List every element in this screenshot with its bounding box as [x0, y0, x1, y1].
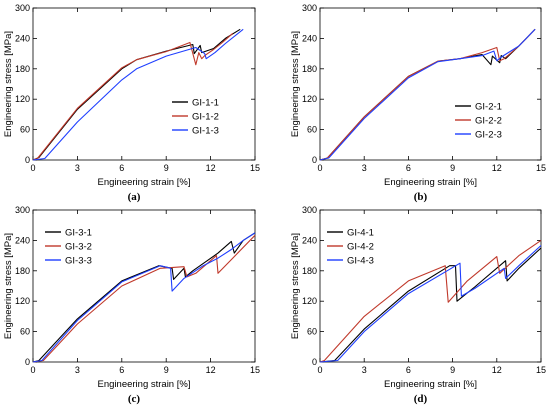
x-tick-label: 0 [30, 163, 35, 173]
legend-label: GI-3-1 [65, 228, 92, 239]
legend-label: GI-2-1 [475, 102, 502, 113]
x-axis-label: Engineering strain [%] [98, 379, 191, 390]
series-line-GI-1-3 [32, 28, 244, 161]
y-tick-label: 180 [15, 266, 30, 276]
x-tick-label: 12 [206, 365, 216, 375]
y-tick-label: 180 [302, 266, 317, 276]
y-tick-label: 60 [20, 125, 30, 135]
series-line-GI-2-3 [319, 28, 536, 161]
series-line-GI-1-1 [32, 28, 241, 161]
legend-label: GI-4-2 [347, 242, 374, 253]
x-tick-label: 0 [317, 163, 322, 173]
series-line-GI-4-1 [319, 247, 542, 363]
y-tick-label: 60 [307, 125, 317, 135]
x-tick-label: 0 [317, 365, 322, 375]
y-tick-label: 300 [15, 205, 30, 215]
panel-label: (c) [128, 393, 141, 405]
plot-frame [319, 209, 542, 363]
x-tick-label: 15 [250, 365, 260, 375]
legend-label: GI-1-1 [192, 98, 219, 109]
y-axis-label: Engineering stress [MPa] [290, 233, 301, 339]
legend-label: GI-3-3 [65, 256, 92, 267]
legend-label: GI-1-2 [192, 112, 219, 123]
panel-label: (a) [128, 191, 141, 203]
x-axis-label: Engineering strain [%] [98, 177, 191, 188]
y-tick-label: 240 [302, 235, 317, 245]
x-axis-label: Engineering strain [%] [384, 177, 477, 188]
legend-label: GI-3-2 [65, 242, 92, 253]
chart-panel-4: 0 3 6 9 12 15 0 60 120 180 240 300 Engineering strai… [290, 205, 546, 405]
y-tick-label: 180 [15, 64, 30, 74]
chart-panel-2: 0 3 6 9 12 15 0 60 120 180 240 300 Engineering strai… [290, 3, 546, 203]
series-line-GI-3-3 [32, 232, 256, 363]
plot-frame [32, 209, 256, 363]
x-tick-label: 12 [492, 163, 502, 173]
x-tick-label: 6 [119, 365, 124, 375]
y-tick-label: 0 [25, 357, 30, 367]
y-tick-label: 120 [302, 94, 317, 104]
x-tick-label: 3 [75, 163, 80, 173]
x-tick-label: 3 [75, 365, 80, 375]
legend-label: GI-4-1 [347, 228, 374, 239]
chart-panel-3: 0 3 6 9 12 15 0 60 120 180 240 300 Engineering strai… [3, 205, 260, 405]
y-tick-label: 300 [302, 205, 317, 215]
x-tick-label: 9 [164, 163, 169, 173]
legend-label: GI-1-3 [192, 126, 219, 137]
chart-panel-1: 0 3 6 9 12 15 0 60 120 180 240 300 Engineering strai… [3, 3, 260, 203]
legend-label: GI-4-3 [347, 256, 374, 267]
y-axis-label: Engineering stress [MPa] [3, 233, 14, 339]
y-tick-label: 120 [15, 296, 30, 306]
series-line-GI-4-3 [319, 245, 542, 363]
series-line-GI-3-2 [32, 234, 256, 363]
x-tick-label: 6 [406, 163, 411, 173]
x-tick-label: 3 [362, 163, 367, 173]
x-tick-label: 6 [406, 365, 411, 375]
x-tick-label: 3 [362, 365, 367, 375]
x-tick-label: 6 [119, 163, 124, 173]
y-tick-label: 60 [20, 327, 30, 337]
plot-frame [32, 7, 256, 161]
y-tick-label: 0 [25, 155, 30, 165]
x-tick-label: 15 [536, 365, 546, 375]
y-axis-label: Engineering stress [MPa] [290, 31, 301, 137]
x-tick-label: 15 [536, 163, 546, 173]
series-line-GI-2-1 [319, 28, 536, 161]
plot-frame [319, 7, 542, 161]
y-tick-label: 120 [15, 94, 30, 104]
x-tick-label: 9 [450, 365, 455, 375]
series-line-GI-1-2 [32, 32, 234, 161]
x-tick-label: 0 [30, 365, 35, 375]
series-line-GI-4-2 [319, 239, 542, 363]
x-tick-label: 9 [450, 163, 455, 173]
y-tick-label: 300 [302, 3, 317, 13]
y-tick-label: 180 [302, 64, 317, 74]
y-tick-label: 300 [15, 3, 30, 13]
legend-label: GI-2-3 [475, 130, 502, 141]
x-tick-label: 15 [250, 163, 260, 173]
panel-label: (d) [414, 393, 428, 405]
y-tick-label: 240 [15, 33, 30, 43]
y-tick-label: 240 [15, 235, 30, 245]
y-tick-label: 240 [302, 33, 317, 43]
x-tick-label: 9 [164, 365, 169, 375]
y-tick-label: 0 [312, 357, 317, 367]
legend-label: GI-2-2 [475, 116, 502, 127]
x-tick-label: 12 [492, 365, 502, 375]
y-tick-label: 0 [312, 155, 317, 165]
x-axis-label: Engineering strain [%] [384, 379, 477, 390]
series-line-GI-2-2 [319, 28, 536, 161]
x-tick-label: 12 [206, 163, 216, 173]
panel-label: (b) [414, 191, 428, 203]
y-tick-label: 120 [302, 296, 317, 306]
y-axis-label: Engineering stress [MPa] [3, 31, 14, 137]
y-tick-label: 60 [307, 327, 317, 337]
